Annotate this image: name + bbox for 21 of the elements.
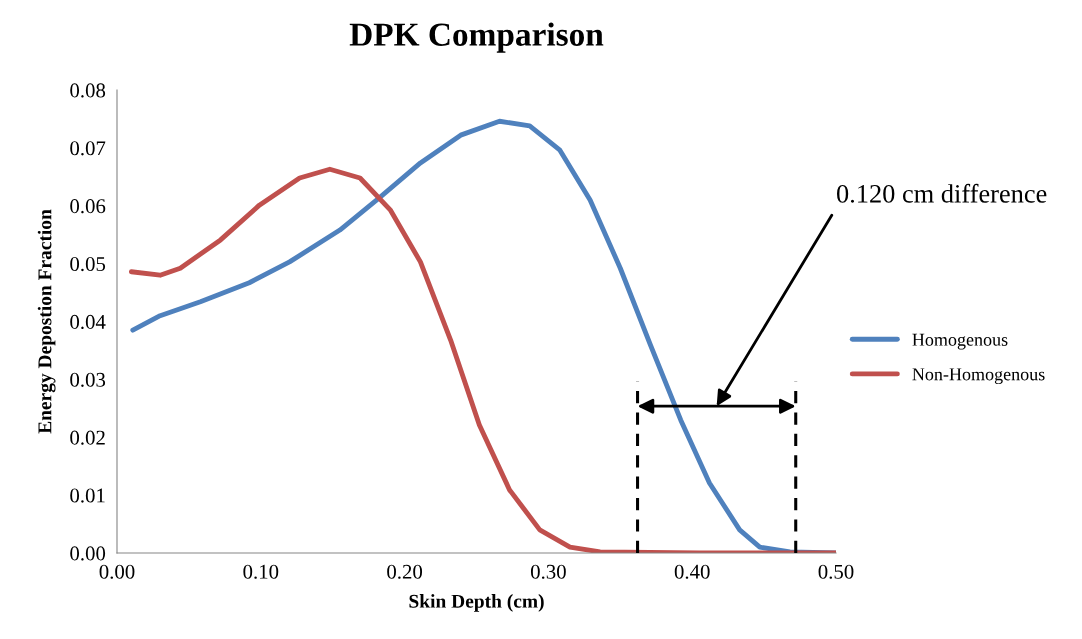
chart-title: DPK Comparison (349, 22, 604, 53)
y-tick-label: 0.03 (70, 372, 106, 387)
x-tick-label: 0.50 (818, 564, 854, 579)
y-tick-label: 0.00 (70, 546, 106, 561)
x-tick-label: 0.00 (99, 564, 135, 579)
legend-label: Homogenous (912, 333, 1008, 350)
x-tick-label: 0.30 (530, 564, 566, 579)
x-tick-label: 0.10 (243, 564, 279, 579)
y-tick-label: 0.01 (70, 488, 105, 503)
y-tick-label: 0.04 (70, 314, 106, 330)
y-axis-title: Energy Depostion Fraction (37, 209, 56, 434)
y-tick-label: 0.05 (70, 257, 106, 272)
text: 0.120 cm difference (837, 183, 1047, 203)
y-tick-label: 0.07 (70, 141, 106, 156)
x-tick-label: 0.40 (674, 564, 710, 579)
y-tick-label: 0.02 (70, 430, 105, 445)
y-tick-label: 0.08 (70, 83, 106, 98)
x-axis-title: Skin Depth (cm) (409, 594, 544, 612)
legend-label: Non-Homogenous (912, 368, 1045, 385)
x-tick-label: 0.20 (387, 564, 423, 579)
y-tick-label: 0.06 (70, 199, 106, 214)
